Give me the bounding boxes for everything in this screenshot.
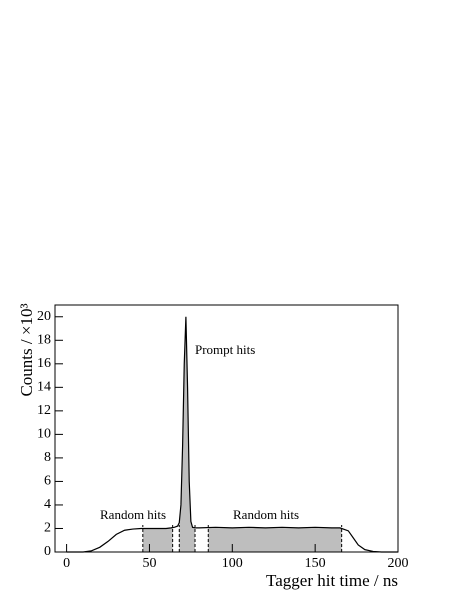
annotation: Prompt hits bbox=[195, 342, 255, 357]
y-tick-label: 12 bbox=[37, 403, 51, 418]
y-tick-label: 0 bbox=[44, 544, 51, 559]
annotation: Random hits bbox=[233, 507, 299, 522]
annotation: Random hits bbox=[100, 507, 166, 522]
x-axis-label: Tagger hit time / ns bbox=[266, 571, 398, 590]
y-axis-label: Counts / ×10³ bbox=[17, 303, 36, 396]
y-tick-label: 10 bbox=[37, 427, 51, 442]
y-tick-label: 18 bbox=[37, 333, 51, 348]
y-tick-label: 2 bbox=[44, 521, 51, 536]
y-tick-label: 14 bbox=[37, 380, 51, 395]
plot-frame bbox=[54, 304, 399, 553]
y-tick-label: 8 bbox=[44, 450, 51, 465]
y-tick-label: 20 bbox=[37, 309, 51, 324]
window-fill bbox=[142, 527, 173, 552]
window-fill bbox=[179, 316, 196, 552]
y-tick-label: 4 bbox=[44, 497, 51, 512]
histogram-line bbox=[66, 316, 398, 553]
y-tick-label: 16 bbox=[37, 356, 51, 371]
x-tick-label: 50 bbox=[142, 556, 156, 571]
x-tick-label: 200 bbox=[388, 556, 409, 571]
x-tick-label: 150 bbox=[305, 556, 326, 571]
y-tick-label: 6 bbox=[44, 474, 51, 489]
x-tick-label: 0 bbox=[63, 556, 70, 571]
window-fill bbox=[208, 527, 342, 552]
x-tick-label: 100 bbox=[222, 556, 243, 571]
